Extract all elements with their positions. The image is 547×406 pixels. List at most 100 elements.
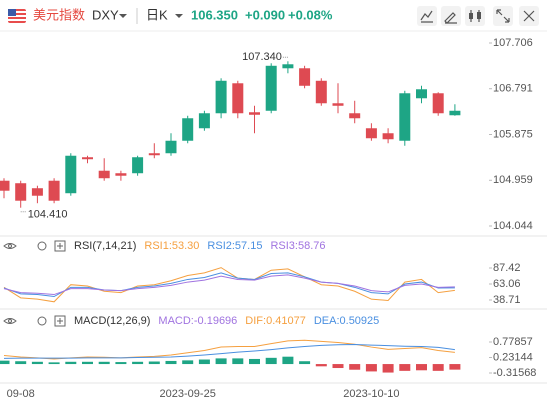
- macd-bar: [115, 362, 127, 365]
- fullscreen-button[interactable]: [493, 6, 513, 26]
- candle-body: [0, 180, 10, 191]
- macd-bar: [365, 364, 377, 372]
- candle-body: [382, 133, 394, 140]
- candle-body: [82, 157, 93, 160]
- candle-body: [65, 155, 77, 194]
- macd-bar: [265, 357, 277, 365]
- macd-bar: [282, 356, 294, 365]
- rsi-tools: [3, 240, 66, 252]
- draw-icon: [444, 12, 457, 24]
- candle-body: [215, 80, 227, 114]
- macd-bar: [65, 361, 77, 365]
- series-line: [3, 339, 455, 360]
- eye-icon[interactable]: [3, 243, 17, 249]
- legend-entry: RSI2:57.15: [207, 240, 262, 252]
- eye-pupil: [8, 244, 12, 248]
- candle-body: [98, 170, 110, 179]
- legend-entry: RSI1:53.30: [144, 240, 199, 252]
- macd-bar: [432, 364, 444, 371]
- series-line: [3, 272, 455, 298]
- x-tick-label: 09-08: [7, 388, 35, 400]
- symbol[interactable]: DXY: [92, 7, 119, 22]
- candle-body: [232, 83, 244, 114]
- y-tick-label: 104.044: [493, 220, 533, 232]
- candle-body: [165, 140, 177, 154]
- series-line: [3, 267, 455, 303]
- macd-bar: [299, 361, 311, 365]
- change: +0.090: [245, 7, 285, 22]
- dropdown-arrow[interactable]: [175, 14, 183, 18]
- macd-bar: [165, 360, 177, 365]
- macd-bar: [48, 362, 60, 365]
- y-tick-label: 104.959: [493, 174, 533, 186]
- add-icon[interactable]: [54, 240, 66, 252]
- candle-body: [332, 103, 344, 106]
- candle-body: [249, 112, 260, 115]
- candle-body: [365, 128, 377, 139]
- y-tick-label: 0.77857: [493, 336, 533, 348]
- macd-bar: [0, 360, 10, 365]
- change-percent: +0.08%: [288, 7, 333, 22]
- legend-entry: RSI(7,14,21): [74, 240, 136, 252]
- y-tick-label: 107.706: [493, 37, 533, 49]
- candle-body: [182, 118, 194, 141]
- settings-icon[interactable]: [37, 241, 47, 251]
- macd-bar: [98, 361, 110, 365]
- macd-bar: [416, 364, 427, 371]
- close-icon: [523, 10, 535, 22]
- index-name: 美元指数: [33, 7, 85, 22]
- macd-bar: [15, 361, 27, 365]
- legend-entry: RSI3:58.76: [270, 240, 325, 252]
- y-tick-label: -0.31568: [493, 367, 536, 379]
- x-tick-label: 2023-09-25: [160, 388, 216, 400]
- flag-icon: [8, 9, 26, 23]
- candle-body: [15, 183, 27, 201]
- candle-body: [416, 89, 427, 99]
- macd-bar: [249, 358, 260, 365]
- x-tick-label: 2023-10-10: [343, 388, 399, 400]
- candle-body: [148, 153, 160, 156]
- candle-body: [299, 68, 311, 86]
- y-tick-label: 105.875: [493, 128, 533, 140]
- candle-body: [399, 93, 411, 141]
- candle-body: [349, 113, 361, 119]
- eye-pupil: [8, 319, 12, 323]
- candle-button[interactable]: [465, 6, 485, 26]
- macd-bar: [215, 358, 227, 365]
- macd-bar: [349, 364, 361, 370]
- legend-entry: DIF:0.41077: [245, 315, 306, 327]
- candle-body: [132, 157, 144, 174]
- y-tick-label: 106.791: [493, 83, 533, 95]
- candle-body: [31, 188, 43, 196]
- y-tick-label: 63.06: [493, 278, 521, 290]
- candle-icon-body: [469, 13, 473, 19]
- candle-body: [198, 113, 210, 129]
- macd-bar: [399, 364, 411, 371]
- series-line: [3, 344, 455, 359]
- candle-body: [115, 173, 127, 176]
- legend-entry: DEA:0.50925: [314, 315, 379, 327]
- candle-body: [449, 110, 461, 116]
- price: 106.350: [191, 7, 238, 22]
- macd-bar: [132, 361, 144, 365]
- macd-bar: [232, 358, 244, 365]
- period[interactable]: 日K: [146, 7, 168, 22]
- add-icon[interactable]: [54, 315, 66, 327]
- indicator-icon: [420, 10, 433, 23]
- candle-body: [432, 93, 444, 114]
- toolbar: [417, 6, 539, 26]
- dropdown-arrow[interactable]: [119, 14, 127, 18]
- y-tick-label: 38.71: [493, 294, 521, 306]
- macd-bar: [82, 361, 93, 365]
- macd-bar: [382, 364, 394, 373]
- eye-icon[interactable]: [3, 318, 17, 324]
- fullscreen-icon: [496, 9, 510, 23]
- draw-button[interactable]: [441, 6, 461, 26]
- candle-body: [315, 80, 327, 104]
- macd-bar: [332, 364, 344, 369]
- macd-bar: [315, 364, 327, 367]
- settings-icon[interactable]: [37, 316, 47, 326]
- macd-bar: [148, 361, 160, 365]
- macd-bar: [198, 359, 210, 365]
